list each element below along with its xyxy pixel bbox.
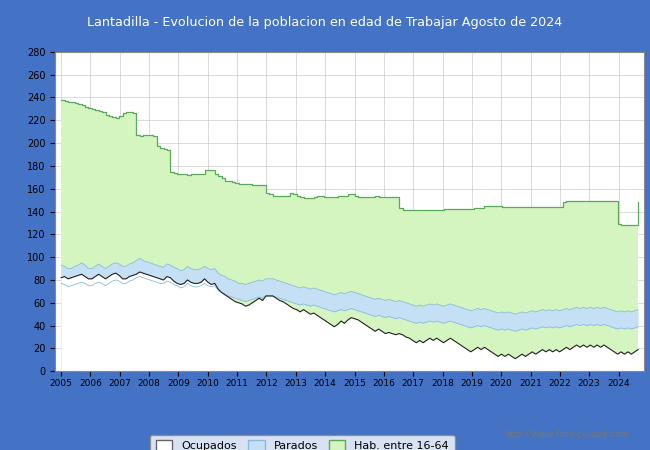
Text: http://www.foro-ciudad.com: http://www.foro-ciudad.com bbox=[505, 430, 630, 439]
Legend: Ocupados, Parados, Hab. entre 16-64: Ocupados, Parados, Hab. entre 16-64 bbox=[150, 435, 454, 450]
Text: Lantadilla - Evolucion de la poblacion en edad de Trabajar Agosto de 2024: Lantadilla - Evolucion de la poblacion e… bbox=[87, 16, 563, 29]
